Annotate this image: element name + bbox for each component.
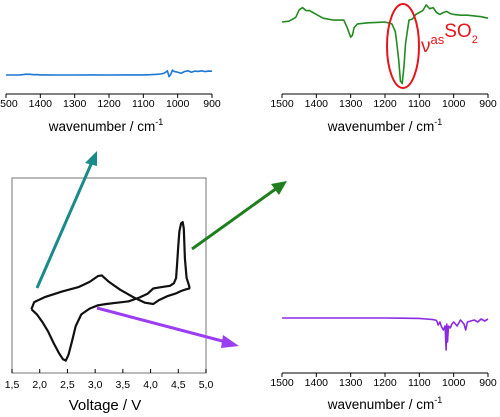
arrows [35, 151, 287, 348]
cv-x-label: Voltage / V [69, 397, 142, 414]
ir-bottom-right-tick-label: 1000 [442, 377, 466, 389]
cv-tick-label: 4,5 [171, 379, 186, 391]
ir-bottom-right-tick-label: 1500 [270, 377, 294, 389]
ir-top-right-tick-label: 1000 [442, 98, 466, 110]
cv-tick-label: 1,5 [5, 379, 20, 391]
cv-tick-label: 3,0 [88, 379, 103, 391]
ir-bottom-right-spectrum [282, 317, 489, 351]
ir-top-right-tick-labels: 1500 1400 1300 1200 1100 1000 900 [270, 98, 497, 110]
ir-top-left-tick-label: 1300 [63, 98, 87, 110]
cv-tick-label: 2,0 [32, 379, 47, 391]
ir-bottom-right-ticks [281, 373, 489, 377]
ir-top-left-tick-label: 1400 [29, 98, 53, 110]
ir-top-right-tick-label: 1400 [305, 98, 329, 110]
cv-panel: 1,5 2,0 2,5 3,0 3,5 4,0 4,5 5,0 Voltage / V [5, 177, 214, 414]
ir-top-right-panel: 1500 1400 1300 1200 1100 1000 900 νasSO2 waven… [270, 3, 497, 134]
ir-bottom-right-tick-label: 1200 [373, 377, 397, 389]
ir-top-right-tick-label: 1200 [373, 98, 397, 110]
ir-bottom-right-x-label: wavenumber / cm-1 [327, 395, 443, 412]
ir-bottom-right-tick-label: 900 [479, 377, 497, 389]
ir-top-left-spectrum [6, 69, 213, 78]
ir-top-left-tick-label: 1200 [97, 98, 121, 110]
ir-top-left-tick-label: 1000 [166, 98, 190, 110]
cv-tick-label: 3,5 [116, 379, 131, 391]
ir-top-right-tick-label: 1300 [339, 98, 363, 110]
green-arrow [191, 181, 287, 251]
ir-top-left-ticks [5, 94, 213, 98]
cv-tick-label: 4,0 [143, 379, 158, 391]
vas-so2-annotation: νasSO2 [421, 21, 478, 57]
purple-arrow [96, 306, 239, 348]
cv-frame [11, 177, 207, 374]
ir-bottom-right-tick-label: 1300 [339, 377, 363, 389]
ir-top-left-tick-label: 1500 [0, 98, 18, 110]
ir-top-right-tick-label: 900 [479, 98, 497, 110]
ir-bottom-right-panel: 1500 1400 1300 1200 1100 1000 900 wavenumber /… [270, 317, 497, 412]
cv-tick-label: 5,0 [199, 379, 214, 391]
ir-top-right-tick-label: 1500 [270, 98, 294, 110]
cv-curve [30, 221, 191, 362]
ir-bottom-right-tick-label: 1400 [305, 377, 329, 389]
cv-tick-labels: 1,5 2,0 2,5 3,0 3,5 4,0 4,5 5,0 [5, 379, 214, 391]
highlight-ellipse [386, 3, 420, 89]
ir-bottom-right-tick-labels: 1500 1400 1300 1200 1100 1000 900 [270, 377, 497, 389]
ir-top-left-panel: 1500 1400 1300 1200 1100 1000 900 wavenumber /… [0, 69, 221, 134]
ir-top-left-tick-label: 900 [203, 98, 221, 110]
ir-top-left-tick-labels: 1500 1400 1300 1200 1100 1000 900 [0, 98, 221, 110]
ir-top-right-ticks [281, 94, 489, 98]
ir-top-left-tick-label: 1100 [132, 98, 155, 110]
teal-arrow [35, 151, 97, 289]
cv-ticks [11, 369, 207, 373]
ir-top-right-spectrum [281, 4, 489, 85]
cv-tick-label: 2,5 [60, 379, 75, 391]
ir-top-right-x-label: wavenumber / cm-1 [327, 117, 443, 134]
ir-top-right-tick-label: 1100 [408, 98, 431, 110]
ir-top-left-x-label: wavenumber / cm-1 [48, 117, 164, 134]
ir-bottom-right-tick-label: 1100 [408, 377, 431, 389]
